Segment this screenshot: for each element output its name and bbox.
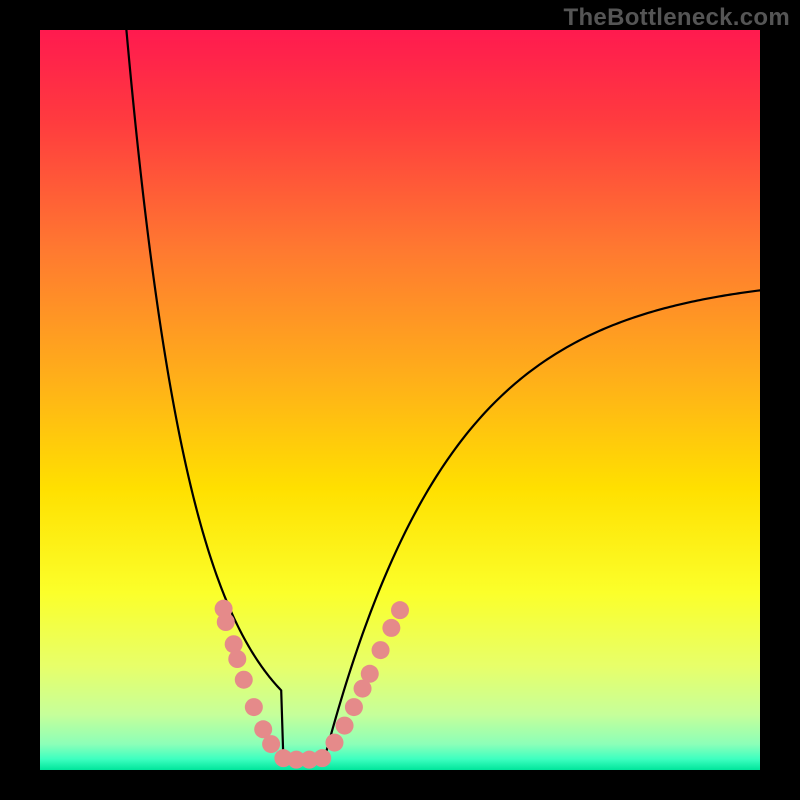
curve-marker [262,735,280,753]
curve-marker [228,650,246,668]
curve-marker [217,613,235,631]
curve-marker [382,619,400,637]
chart-stage: TheBottleneck.com [0,0,800,800]
curve-marker [372,641,390,659]
watermark-text: TheBottleneck.com [564,4,790,32]
curve-marker [245,698,263,716]
curve-marker [391,601,409,619]
curve-marker [361,665,379,683]
curve-marker [235,671,253,689]
plot-background [40,30,760,770]
curve-marker [336,717,354,735]
curve-marker [313,749,331,767]
curve-marker [325,734,343,752]
bottleneck-chart-svg [0,0,800,800]
curve-marker [345,698,363,716]
